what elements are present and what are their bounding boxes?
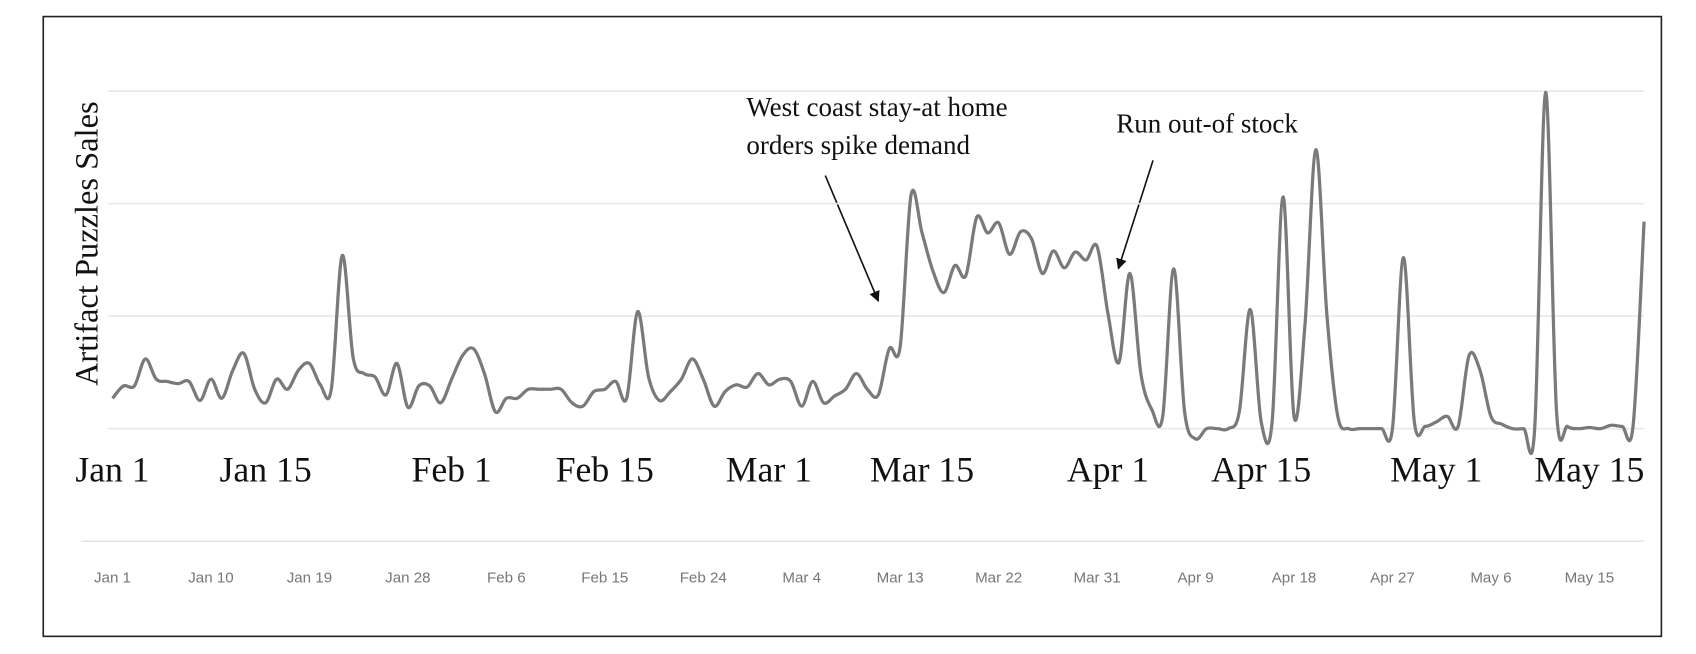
x-tick-label: May 15	[1565, 569, 1615, 586]
x-tick-label: Jan 10	[188, 569, 233, 586]
date-label: Feb 15	[556, 450, 654, 490]
annotation: orders spike demand	[746, 130, 970, 160]
x-tick-label: Mar 13	[877, 569, 924, 586]
x-tick-label: Mar 4	[782, 569, 821, 586]
date-label: Apr 15	[1211, 450, 1311, 490]
x-tick-label: Mar 31	[1074, 569, 1121, 586]
date-label: Jan 1	[75, 450, 149, 490]
sales-line	[111, 90, 1646, 456]
date-label: May 1	[1390, 450, 1482, 490]
date-label: Apr 1	[1067, 450, 1149, 490]
x-tick-label: Jan 1	[94, 569, 131, 586]
x-tick-label: Apr 27	[1370, 569, 1415, 586]
annotations: West coast stay-at home orders spike dema…	[746, 92, 1298, 303]
frame	[42, 15, 1663, 638]
date-label: May 15	[1534, 450, 1644, 490]
annotation: West coast stay-at home	[746, 92, 1007, 122]
date-label: Feb 1	[411, 450, 491, 490]
x-tick-label: Feb 6	[487, 569, 526, 586]
y-axis-label: Artifact Puzzles Sales	[69, 101, 105, 386]
x-tick-label: May 6	[1470, 569, 1511, 586]
date-label: Mar 15	[870, 450, 974, 490]
x-tick-label: Jan 19	[287, 569, 332, 586]
date-label: Mar 1	[726, 450, 812, 490]
x-tick-label: Mar 22	[975, 569, 1022, 586]
x-tick-label: Feb 24	[680, 569, 727, 586]
x-tick-label: Apr 9	[1177, 569, 1213, 586]
x-tick-label: Apr 18	[1272, 569, 1317, 586]
x-tick-label: Feb 15	[581, 569, 628, 586]
annotation-arrow	[1116, 160, 1154, 270]
date-label: Jan 15	[220, 450, 312, 490]
annotation: Run out-of stock	[1116, 108, 1298, 138]
x-tick-label: Jan 28	[385, 569, 430, 586]
annotation-arrow	[824, 175, 880, 303]
